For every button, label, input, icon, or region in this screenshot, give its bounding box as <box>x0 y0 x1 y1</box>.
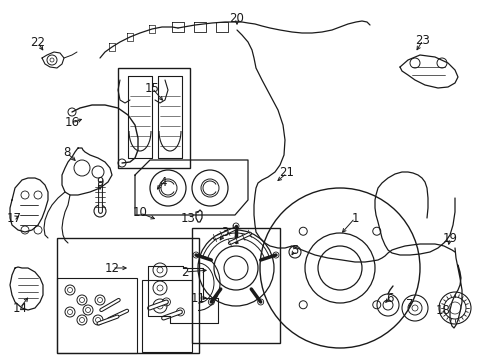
Text: 4: 4 <box>159 175 166 189</box>
Text: 11: 11 <box>190 292 205 305</box>
Text: 16: 16 <box>64 117 80 130</box>
Text: 20: 20 <box>229 12 244 24</box>
Text: 10: 10 <box>132 207 147 220</box>
Bar <box>192 228 280 343</box>
Text: 12: 12 <box>104 261 119 274</box>
Text: 9: 9 <box>96 176 103 189</box>
Text: 21: 21 <box>279 166 294 180</box>
Text: 2: 2 <box>181 266 188 279</box>
Text: 5: 5 <box>291 243 298 256</box>
Bar <box>118 68 190 168</box>
Text: 1: 1 <box>350 211 358 225</box>
Text: 19: 19 <box>442 231 457 244</box>
Text: 8: 8 <box>63 147 71 159</box>
Bar <box>142 280 192 352</box>
Bar <box>57 278 137 353</box>
Circle shape <box>94 205 106 217</box>
Text: 6: 6 <box>386 292 393 305</box>
Text: 18: 18 <box>435 303 449 316</box>
Text: 23: 23 <box>415 33 429 46</box>
Text: 13: 13 <box>180 211 195 225</box>
Text: 15: 15 <box>144 81 159 94</box>
Text: 17: 17 <box>6 211 21 225</box>
Bar <box>57 238 199 353</box>
Text: 14: 14 <box>13 302 27 315</box>
Text: 7: 7 <box>406 298 413 311</box>
Text: 3: 3 <box>221 226 228 239</box>
Text: 22: 22 <box>30 36 45 49</box>
